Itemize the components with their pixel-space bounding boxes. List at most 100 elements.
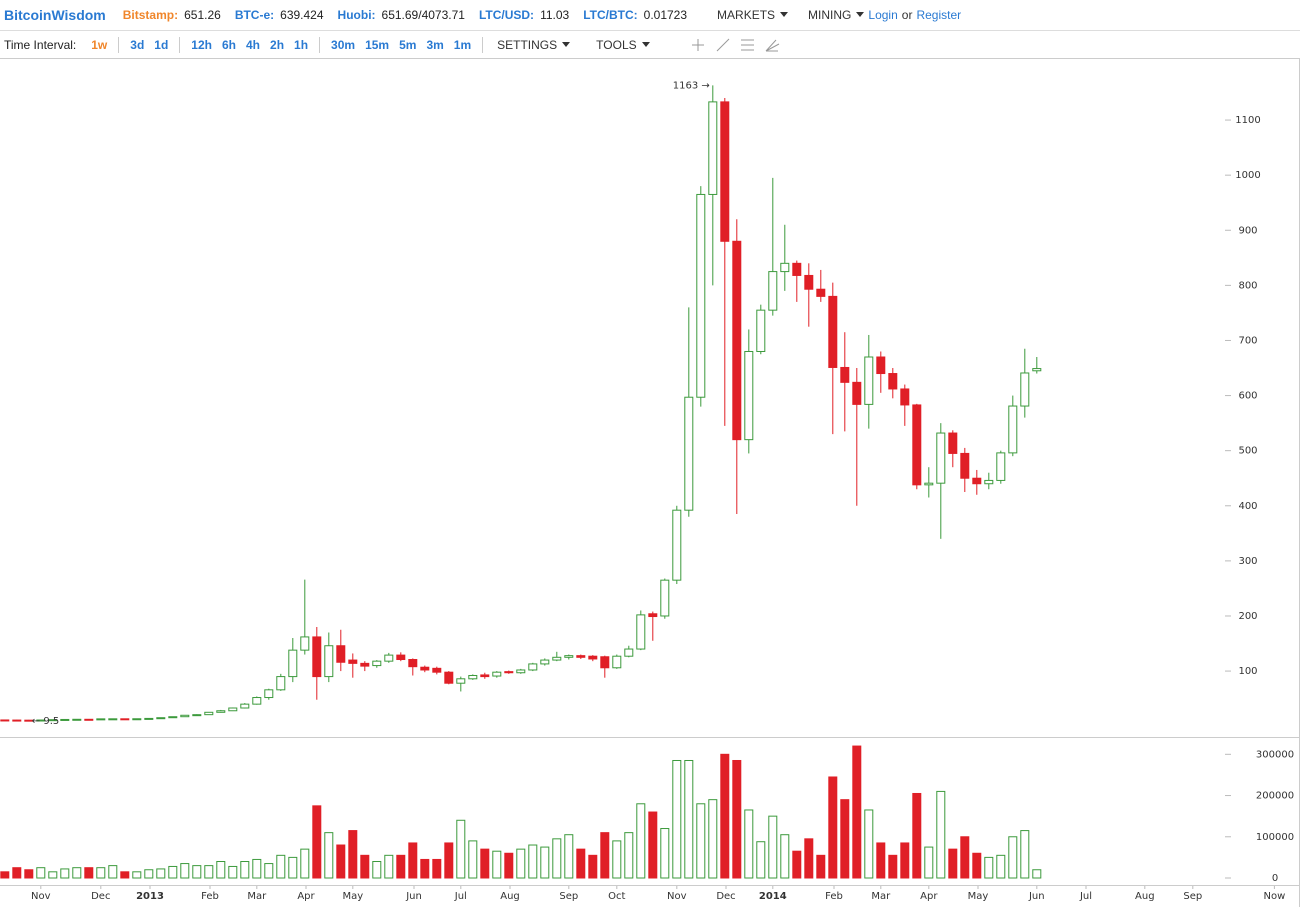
interval-button[interactable]: 4h	[246, 37, 261, 52]
x-tick-label: Aug	[1135, 891, 1155, 902]
candle-body	[972, 477, 982, 485]
interval-group: 3d 1d	[125, 36, 181, 53]
interval-button[interactable]: 5m	[399, 37, 417, 52]
candle-body	[600, 656, 610, 669]
interval-button[interactable]: 6h	[221, 37, 236, 52]
x-tick-label: Jul	[454, 891, 467, 902]
y-tick-label: 300	[1238, 556, 1257, 567]
dropdown-caret	[780, 12, 789, 17]
tool-cross[interactable]	[692, 39, 704, 51]
interval-button[interactable]: 1d	[154, 37, 169, 52]
x-tick-label: Jun	[1028, 891, 1045, 902]
candle-body	[288, 649, 298, 678]
interval-button[interactable]: 3d	[130, 37, 145, 52]
interval-button[interactable]: 30m	[331, 37, 356, 52]
volume-bar	[204, 865, 214, 879]
ticker-value: 639.424	[280, 8, 324, 22]
candle-body	[48, 719, 58, 722]
candle-body	[108, 718, 118, 721]
volume-bar	[132, 871, 142, 879]
volume-bar	[468, 840, 478, 879]
volume-bar	[732, 759, 742, 879]
candle-body	[960, 452, 970, 479]
volume-bar	[600, 832, 610, 879]
candle-body	[24, 719, 34, 722]
y-tick-label: 100	[1238, 666, 1257, 677]
ticker-label: BTC-e:	[234, 8, 275, 22]
candle-body	[252, 697, 262, 705]
x-tick-label: Dec	[91, 891, 110, 902]
interval-button[interactable]: 1h	[294, 37, 309, 52]
volume-bar	[504, 852, 514, 879]
candle-body	[864, 356, 874, 405]
candle-body	[660, 579, 670, 617]
y-tick-label: 600	[1238, 391, 1257, 402]
candle-body	[876, 356, 886, 375]
volume-bar	[240, 861, 250, 879]
candle-body	[204, 711, 214, 716]
candle-body	[144, 717, 154, 720]
ticker[interactable]: Bitstamp: 651.26	[123, 8, 221, 22]
volume-bar	[936, 790, 946, 879]
volume-bar	[864, 809, 874, 879]
y-tick-label: 1000	[1235, 170, 1260, 181]
volume-bar	[540, 846, 550, 879]
toolbar-menu[interactable]: TOOLS	[596, 37, 650, 52]
ticker[interactable]: LTC/BTC: 0.01723	[583, 8, 687, 22]
candle-body	[492, 671, 502, 677]
y-tick-label: 500	[1238, 446, 1257, 457]
candle-body	[732, 240, 742, 441]
interval-button[interactable]: 12h	[191, 37, 212, 52]
dropdown-caret	[641, 41, 650, 47]
interval-button[interactable]: 1m	[453, 37, 472, 52]
interval-button[interactable]: 2h	[270, 37, 285, 52]
y-tick-label: 700	[1238, 335, 1257, 346]
tool-fan[interactable]	[765, 39, 780, 52]
volume-bar	[0, 871, 10, 879]
brand[interactable]: BitcoinWisdom	[4, 7, 106, 23]
volume-bar	[312, 805, 322, 879]
register-link[interactable]: Register	[916, 8, 962, 22]
or-text: or	[901, 8, 913, 22]
candle-body	[36, 719, 46, 722]
volume-bar	[660, 828, 670, 879]
candle-body	[588, 655, 598, 660]
volume-bar	[84, 867, 94, 879]
menu[interactable]: MINING	[808, 8, 865, 22]
volume-bar	[168, 865, 178, 879]
interval-button[interactable]: 15m	[365, 37, 390, 52]
interval-button[interactable]: 3m	[426, 37, 444, 52]
ticker[interactable]: Huobi: 651.69/4073.71	[338, 8, 465, 22]
volume-bar	[684, 759, 694, 879]
volume-bar	[552, 838, 562, 879]
tool-fib[interactable]	[741, 39, 754, 51]
toolbar-menu[interactable]: SETTINGS	[497, 38, 571, 52]
candle-body	[156, 717, 166, 720]
drawing-tools	[692, 38, 780, 52]
volume-bar	[432, 858, 442, 879]
volume-bar	[588, 854, 598, 879]
login-link[interactable]: Login	[868, 8, 898, 22]
candle-body	[756, 309, 766, 352]
volume-bar	[696, 803, 706, 879]
x-tick-label: 2014	[759, 891, 787, 902]
candle-body	[900, 388, 910, 406]
candle-body	[12, 719, 22, 722]
candle-body	[420, 666, 430, 671]
interval-button[interactable]: 1w	[91, 37, 108, 52]
candle-body	[564, 655, 574, 658]
menu[interactable]: MARKETS	[717, 8, 789, 22]
volume-bar	[624, 832, 634, 879]
x-tick-label: Apr	[920, 891, 938, 902]
menu-label: TOOLS	[596, 37, 637, 52]
volume-bar	[192, 865, 202, 879]
x-tick-label: Oct	[608, 891, 625, 902]
ticker[interactable]: BTC-e: 639.424	[235, 8, 324, 22]
volume-bar	[456, 819, 466, 879]
candle-body	[528, 663, 538, 671]
tool-line[interactable]	[716, 38, 730, 52]
ticker[interactable]: LTC/USD: 11.03	[479, 8, 569, 22]
y-tick-label: 800	[1238, 280, 1257, 291]
ticker-label: Huobi:	[337, 8, 376, 22]
